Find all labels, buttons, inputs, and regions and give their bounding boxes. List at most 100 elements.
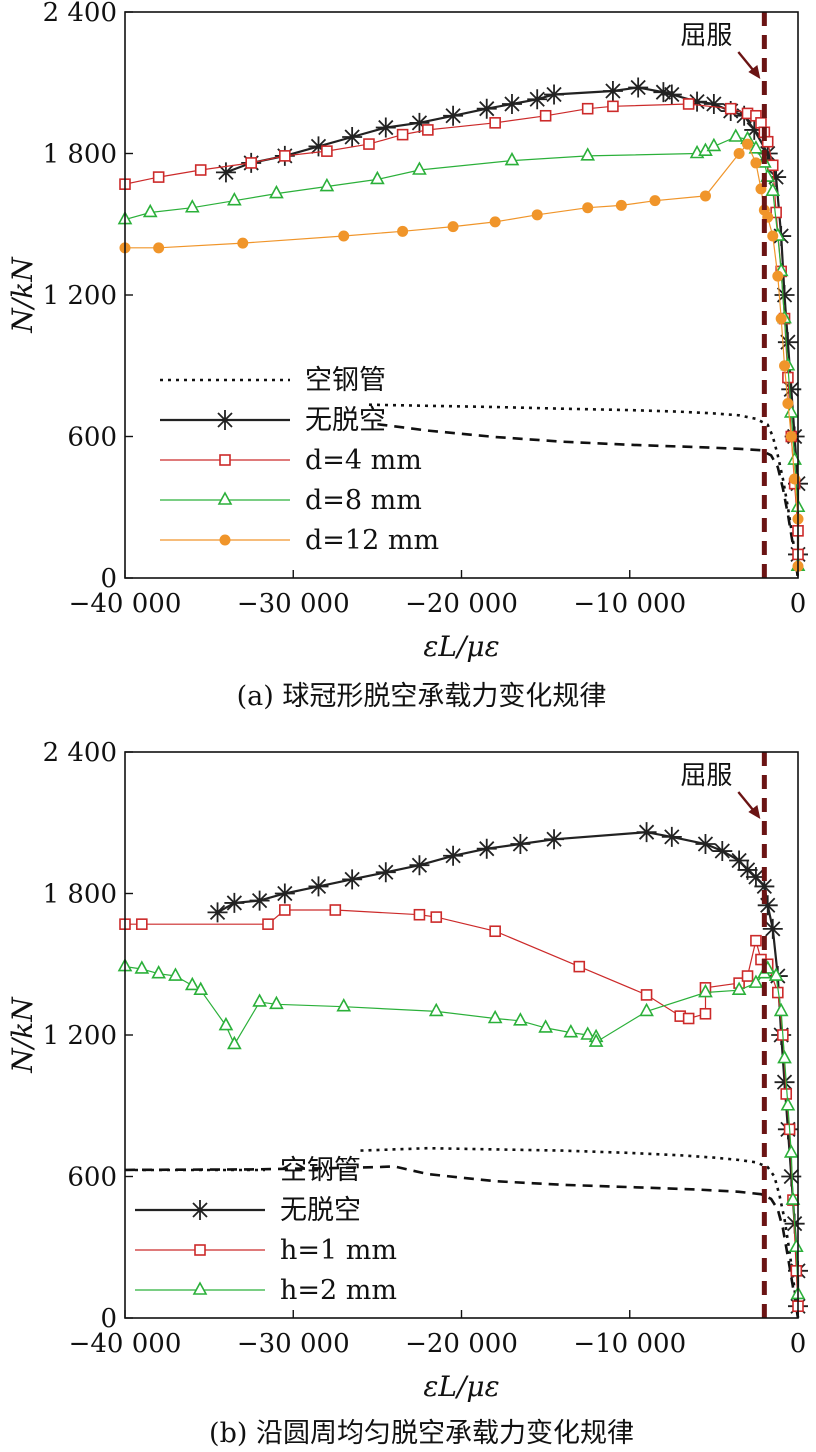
- data-point-marker: [563, 1023, 579, 1038]
- data-point-marker: [487, 1009, 503, 1024]
- axes: −40 000 −30 000 −20 000 −10 000 0 0 600 1 200 1 …: [6, 0, 806, 663]
- data-point-marker: [184, 976, 200, 991]
- x-tick-label: −30 000: [237, 1329, 350, 1359]
- data-point-marker: [737, 859, 758, 880]
- data-point-marker: [661, 826, 682, 847]
- data-point-marker: [661, 84, 682, 105]
- yield-label: 屈服: [680, 761, 732, 791]
- data-point-marker: [712, 841, 733, 862]
- data-point-marker: [279, 150, 291, 162]
- data-point-marker: [745, 866, 766, 887]
- legend-label: d=4 mm: [305, 445, 422, 476]
- legend-marker: [219, 534, 231, 546]
- x-tick-label: 0: [790, 589, 807, 619]
- data-point-marker: [269, 184, 284, 199]
- series-空钢管: [360, 1146, 800, 1319]
- data-point-marker: [775, 313, 787, 325]
- data-point-marker: [134, 960, 150, 974]
- data-point-marker: [780, 1097, 796, 1111]
- data-point-marker: [215, 162, 236, 183]
- data-point-marker: [628, 77, 649, 98]
- data-point-marker: [695, 833, 716, 854]
- caption: (a) 球冠形脱空承载力变化规律: [237, 681, 607, 712]
- x-tick-label: −40 000: [69, 589, 182, 619]
- data-point-marker: [636, 822, 657, 843]
- legend-label: 空钢管: [305, 365, 386, 396]
- legend-label: h=2 mm: [280, 1275, 397, 1306]
- data-point-marker: [336, 998, 352, 1012]
- data-point-marker: [375, 117, 396, 138]
- axes: −40 000 −30 000 −20 000 −10 000 0 0 600 1 200 1 …: [6, 738, 806, 1403]
- data-point-marker: [757, 895, 778, 916]
- y-axis-label: N/kN: [6, 996, 39, 1074]
- data-point-marker: [774, 285, 795, 305]
- data-point-marker: [319, 177, 335, 192]
- data-point-marker: [703, 93, 724, 114]
- data-point-marker: [777, 1049, 792, 1064]
- x-tick-label: −30 000: [237, 589, 350, 619]
- yield-arrowhead: [748, 65, 761, 79]
- data-point-marker: [513, 1012, 528, 1026]
- data-point-marker: [489, 216, 501, 228]
- data-point-marker: [744, 119, 765, 140]
- data-point-marker: [682, 1012, 695, 1025]
- data-point-marker: [699, 1007, 712, 1020]
- data-point-marker: [375, 862, 396, 883]
- data-point-marker: [767, 230, 779, 242]
- data-point-marker: [761, 135, 774, 148]
- data-point-marker: [742, 138, 754, 150]
- data-point-marker: [588, 1033, 604, 1047]
- legend-entry: h=2 mm: [135, 1275, 397, 1306]
- yield-annotation: 屈服: [680, 12, 767, 578]
- data-point-marker: [262, 918, 274, 930]
- y-tick-label: 2 400: [43, 738, 117, 768]
- data-point-marker: [338, 230, 350, 242]
- yield-annotation: 屈服: [680, 752, 767, 1318]
- legend-entry: 无脱空: [160, 405, 386, 436]
- legend-entry: d=4 mm: [160, 445, 422, 476]
- data-point-marker: [489, 925, 501, 938]
- legend-label: h=1 mm: [280, 1235, 397, 1266]
- data-point-marker: [748, 974, 764, 988]
- data-point-marker: [279, 904, 291, 916]
- data-point-marker: [783, 1144, 799, 1158]
- data-point-marker: [428, 1002, 444, 1017]
- y-tick-label: 0: [100, 1304, 117, 1334]
- legend-marker: [217, 491, 233, 505]
- plot-area: [125, 752, 798, 1318]
- data-point-marker: [363, 138, 375, 150]
- data-point-marker: [329, 904, 342, 916]
- series-line: [124, 1165, 800, 1319]
- legend-entry: d=12 mm: [160, 525, 439, 556]
- data-point-marker: [153, 242, 165, 254]
- data-point-marker: [538, 1019, 553, 1033]
- data-point-marker: [699, 190, 711, 202]
- data-point-marker: [447, 221, 459, 233]
- data-point-marker: [580, 1026, 596, 1040]
- x-tick-label: 0: [790, 1329, 807, 1359]
- data-point-marker: [544, 84, 565, 105]
- y-tick-label: 0: [100, 564, 117, 594]
- series-line: [360, 1146, 800, 1319]
- data-point-marker: [573, 960, 586, 973]
- legend-marker: [190, 1200, 210, 1220]
- data-point-marker: [194, 164, 207, 176]
- series-layer: [117, 822, 808, 1319]
- data-point-marker: [772, 270, 784, 282]
- data-point-marker: [370, 170, 385, 185]
- data-point-marker: [504, 151, 520, 166]
- data-point-marker: [748, 140, 764, 154]
- legend-entry: d=8 mm: [160, 485, 422, 516]
- series-line: [368, 403, 800, 579]
- data-point-marker: [639, 1002, 654, 1017]
- data-point-marker: [766, 167, 787, 188]
- data-point-marker: [789, 473, 801, 485]
- y-tick-label: 1 800: [43, 140, 117, 170]
- data-point-marker: [755, 117, 767, 129]
- data-point-marker: [308, 136, 329, 157]
- data-point-marker: [741, 970, 754, 982]
- data-point-marker: [245, 157, 257, 169]
- data-point-marker: [193, 981, 209, 995]
- legend-marker: [215, 410, 235, 430]
